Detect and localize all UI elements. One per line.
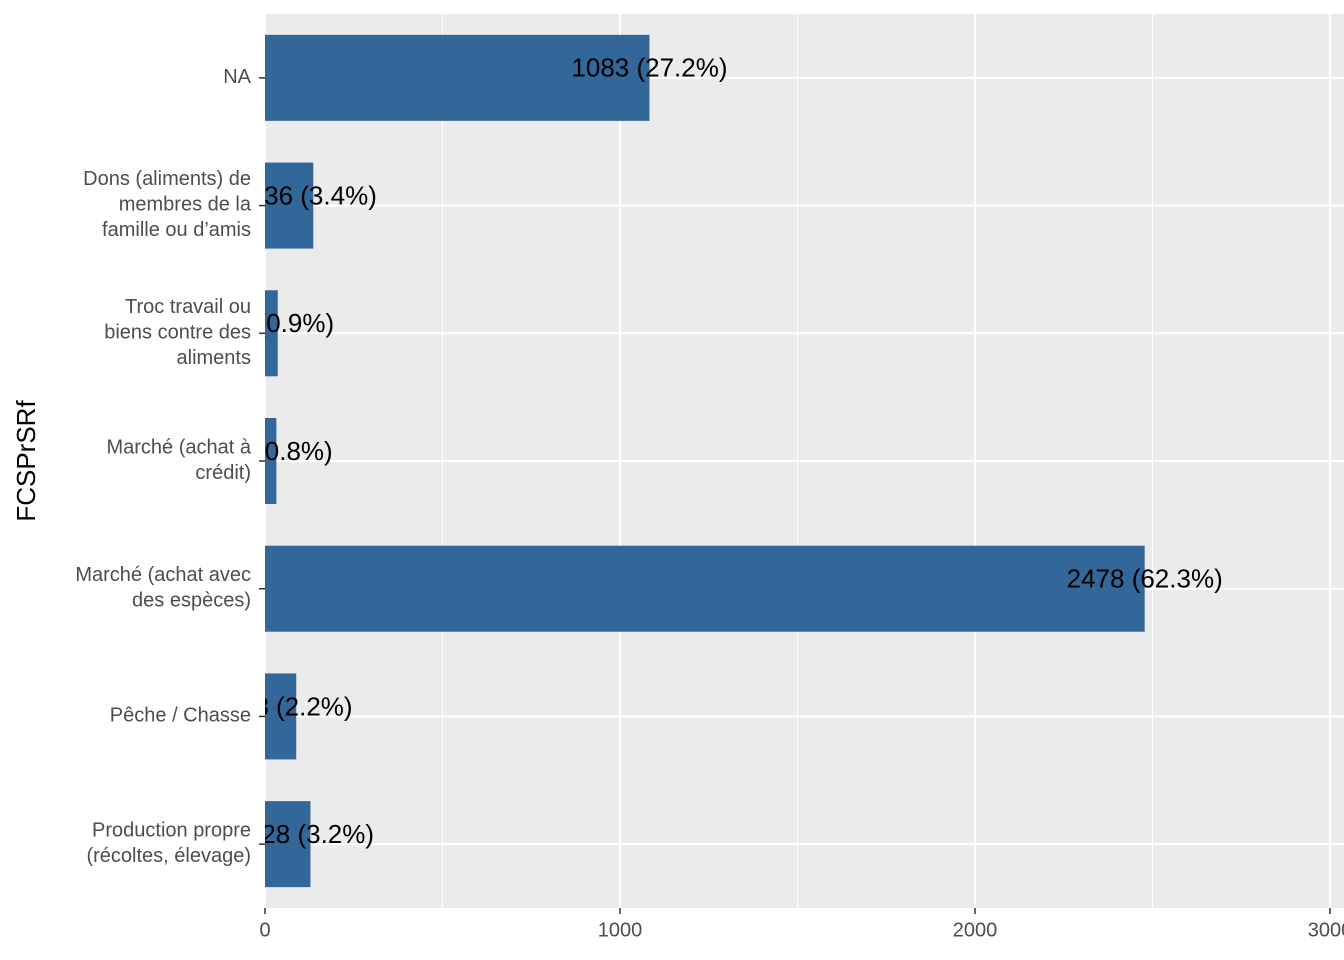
bar: [265, 290, 278, 377]
bars: 1083 (27.2%) 136 (3.4%) 36 (0.9%) 32 (0.8%)…: [220, 34, 1223, 888]
value-label: 136 (3.4%): [250, 180, 377, 210]
value-label: 2478 (62.3%): [1067, 564, 1223, 594]
bar: [265, 162, 314, 249]
x-tick-label: 0: [259, 919, 270, 941]
bar: [265, 545, 1145, 632]
y-tick-label: Troc travail ou biens contre des aliments: [104, 296, 251, 369]
value-label: 128 (3.2%): [247, 819, 374, 849]
y-tick-label: Marché (achat à crédit): [106, 437, 251, 485]
y-tick-label: Dons (aliments) de membres de la famille o…: [83, 168, 252, 241]
bar: [265, 34, 650, 121]
bar: [265, 418, 277, 504]
value-label: 32 (0.8%): [220, 436, 333, 466]
y-tick-label: Pêche / Chasse: [110, 705, 251, 727]
y-tick-label: Marché (achat avec des espèces): [75, 564, 251, 612]
x-tick-label: 2000: [953, 919, 998, 941]
bar: [265, 673, 297, 760]
bar: [265, 801, 311, 888]
y-axis-title: FCSPrSRf: [11, 400, 41, 522]
value-label: 88 (2.2%): [240, 691, 353, 721]
x-tick-label: 1000: [598, 919, 643, 941]
y-tick-label: Production propre (récoltes, élevage): [86, 820, 251, 868]
y-tick-label: NA: [223, 66, 251, 88]
value-label: 1083 (27.2%): [571, 53, 727, 83]
x-tick-label: 3000: [1308, 919, 1344, 941]
value-label: 36 (0.9%): [221, 308, 334, 338]
